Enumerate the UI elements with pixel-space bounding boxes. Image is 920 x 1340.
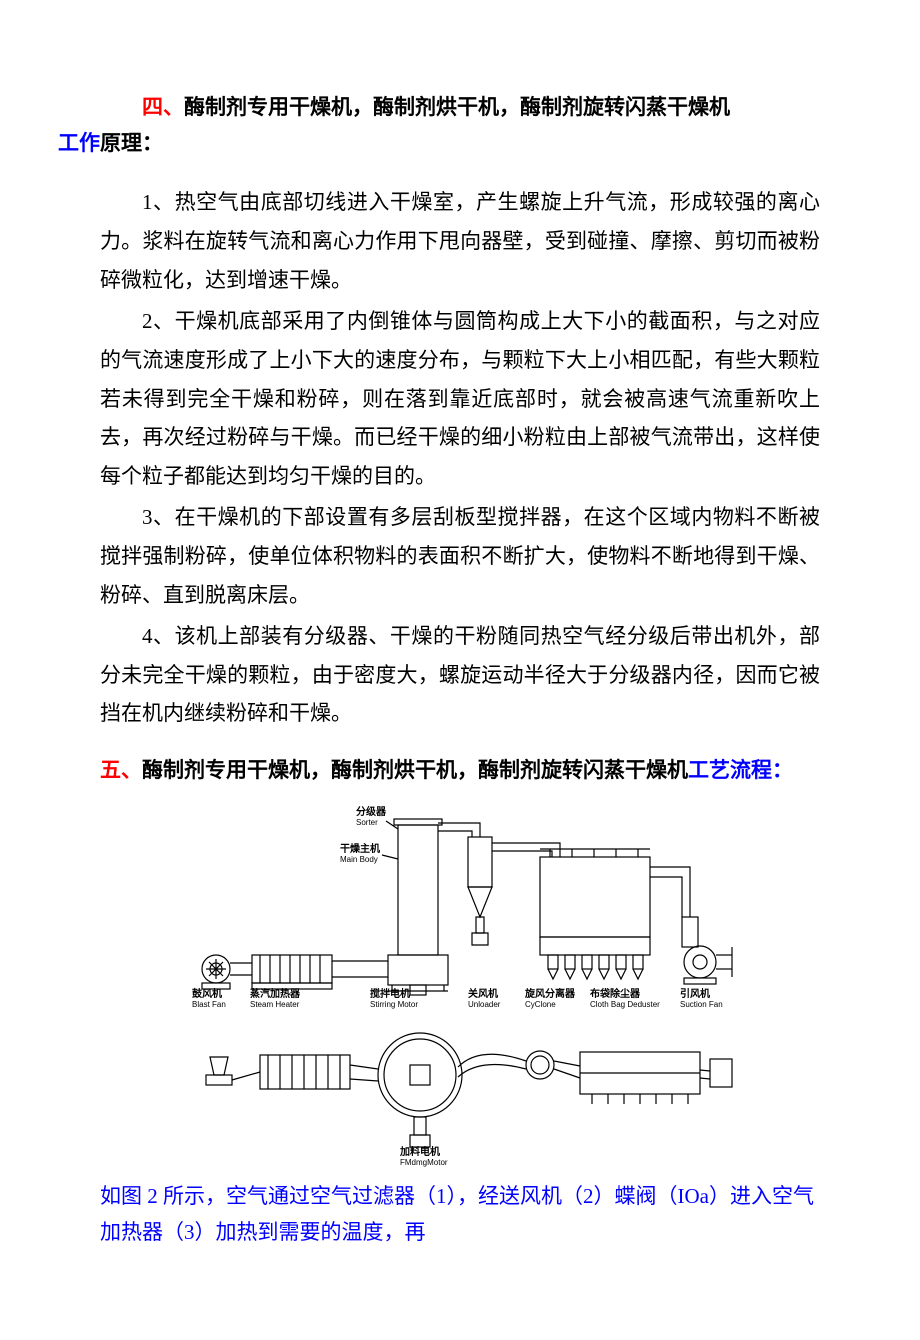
svg-text:关风机: 关风机	[468, 987, 498, 1000]
svg-text:Stirring Motor: Stirring Motor	[370, 1000, 418, 1009]
section4-para-1: 1、热空气由底部切线进入干燥室，产生螺旋上升气流，形成较强的离心力。浆料在旋转气…	[100, 183, 820, 300]
svg-text:Blast Fan: Blast Fan	[192, 1000, 226, 1009]
svg-text:搅拌电机: 搅拌电机	[370, 987, 410, 1000]
section4-heading: 四、酶制剂专用干燥机，酶制剂烘干机，酶制剂旋转闪蒸干燥机 工作原理：	[100, 90, 820, 161]
section4-para-3: 3、在干燥机的下部设置有多层刮板型搅拌器，在这个区域内物料不断被搅拌强制粉碎，使…	[100, 498, 820, 615]
flow-diagram-svg: 分级器Sorter干燥主机Main Body鼓风机Blast Fan蒸汽加热器S…	[180, 797, 740, 1177]
section4-para-4: 4、该机上部装有分级器、干燥的干粉随同热空气经分级后带出机外，部分未完全干燥的颗…	[100, 617, 820, 734]
section4-number: 四、	[142, 96, 184, 119]
svg-text:干燥主机: 干燥主机	[340, 842, 380, 855]
section5-number: 五、	[100, 759, 142, 782]
section5-heading: 五、酶制剂专用干燥机，酶制剂烘干机，酶制剂旋转闪蒸干燥机工艺流程：	[100, 753, 820, 789]
svg-text:Steam Heater: Steam Heater	[250, 1000, 300, 1009]
after-diagram-text: 如图 2 所示，空气通过空气过滤器（1），经送风机（2）蝶阀（IOa）进入空气加…	[100, 1179, 820, 1250]
svg-text:旋风分离器: 旋风分离器	[524, 987, 576, 1000]
section4-title: 酶制剂专用干燥机，酶制剂烘干机，酶制剂旋转闪蒸干燥机	[184, 96, 730, 119]
svg-text:Unloader: Unloader	[468, 1000, 501, 1009]
section4-tail-blue: 工作	[58, 132, 100, 155]
svg-text:布袋除尘器: 布袋除尘器	[590, 987, 641, 1000]
svg-text:Main Body: Main Body	[340, 855, 378, 864]
section4-para-2: 2、干燥机底部采用了内倒锥体与圆筒构成上大下小的截面积，与之对应的气流速度形成了…	[100, 302, 820, 496]
svg-text:CyClone: CyClone	[525, 1000, 556, 1009]
svg-text:引风机: 引风机	[680, 987, 710, 1000]
svg-text:蒸汽加热器: 蒸汽加热器	[250, 987, 301, 1000]
section4-tail-black: 原理：	[100, 132, 163, 155]
svg-text:Suction Fan: Suction Fan	[680, 1000, 723, 1009]
svg-text:Sorter: Sorter	[356, 818, 378, 827]
svg-text:Cloth Bag Deduster: Cloth Bag Deduster	[590, 1000, 660, 1009]
section5-title: 酶制剂专用干燥机，酶制剂烘干机，酶制剂旋转闪蒸干燥机	[142, 759, 688, 782]
process-flow-diagram: 分级器Sorter干燥主机Main Body鼓风机Blast Fan蒸汽加热器S…	[100, 797, 820, 1177]
svg-text:FMdmgMotor: FMdmgMotor	[400, 1158, 448, 1167]
svg-text:加料电机: 加料电机	[399, 1145, 440, 1158]
svg-text:分级器: 分级器	[356, 805, 387, 818]
section5-tail: 工艺流程：	[688, 759, 793, 782]
svg-text:鼓风机: 鼓风机	[192, 987, 222, 1000]
